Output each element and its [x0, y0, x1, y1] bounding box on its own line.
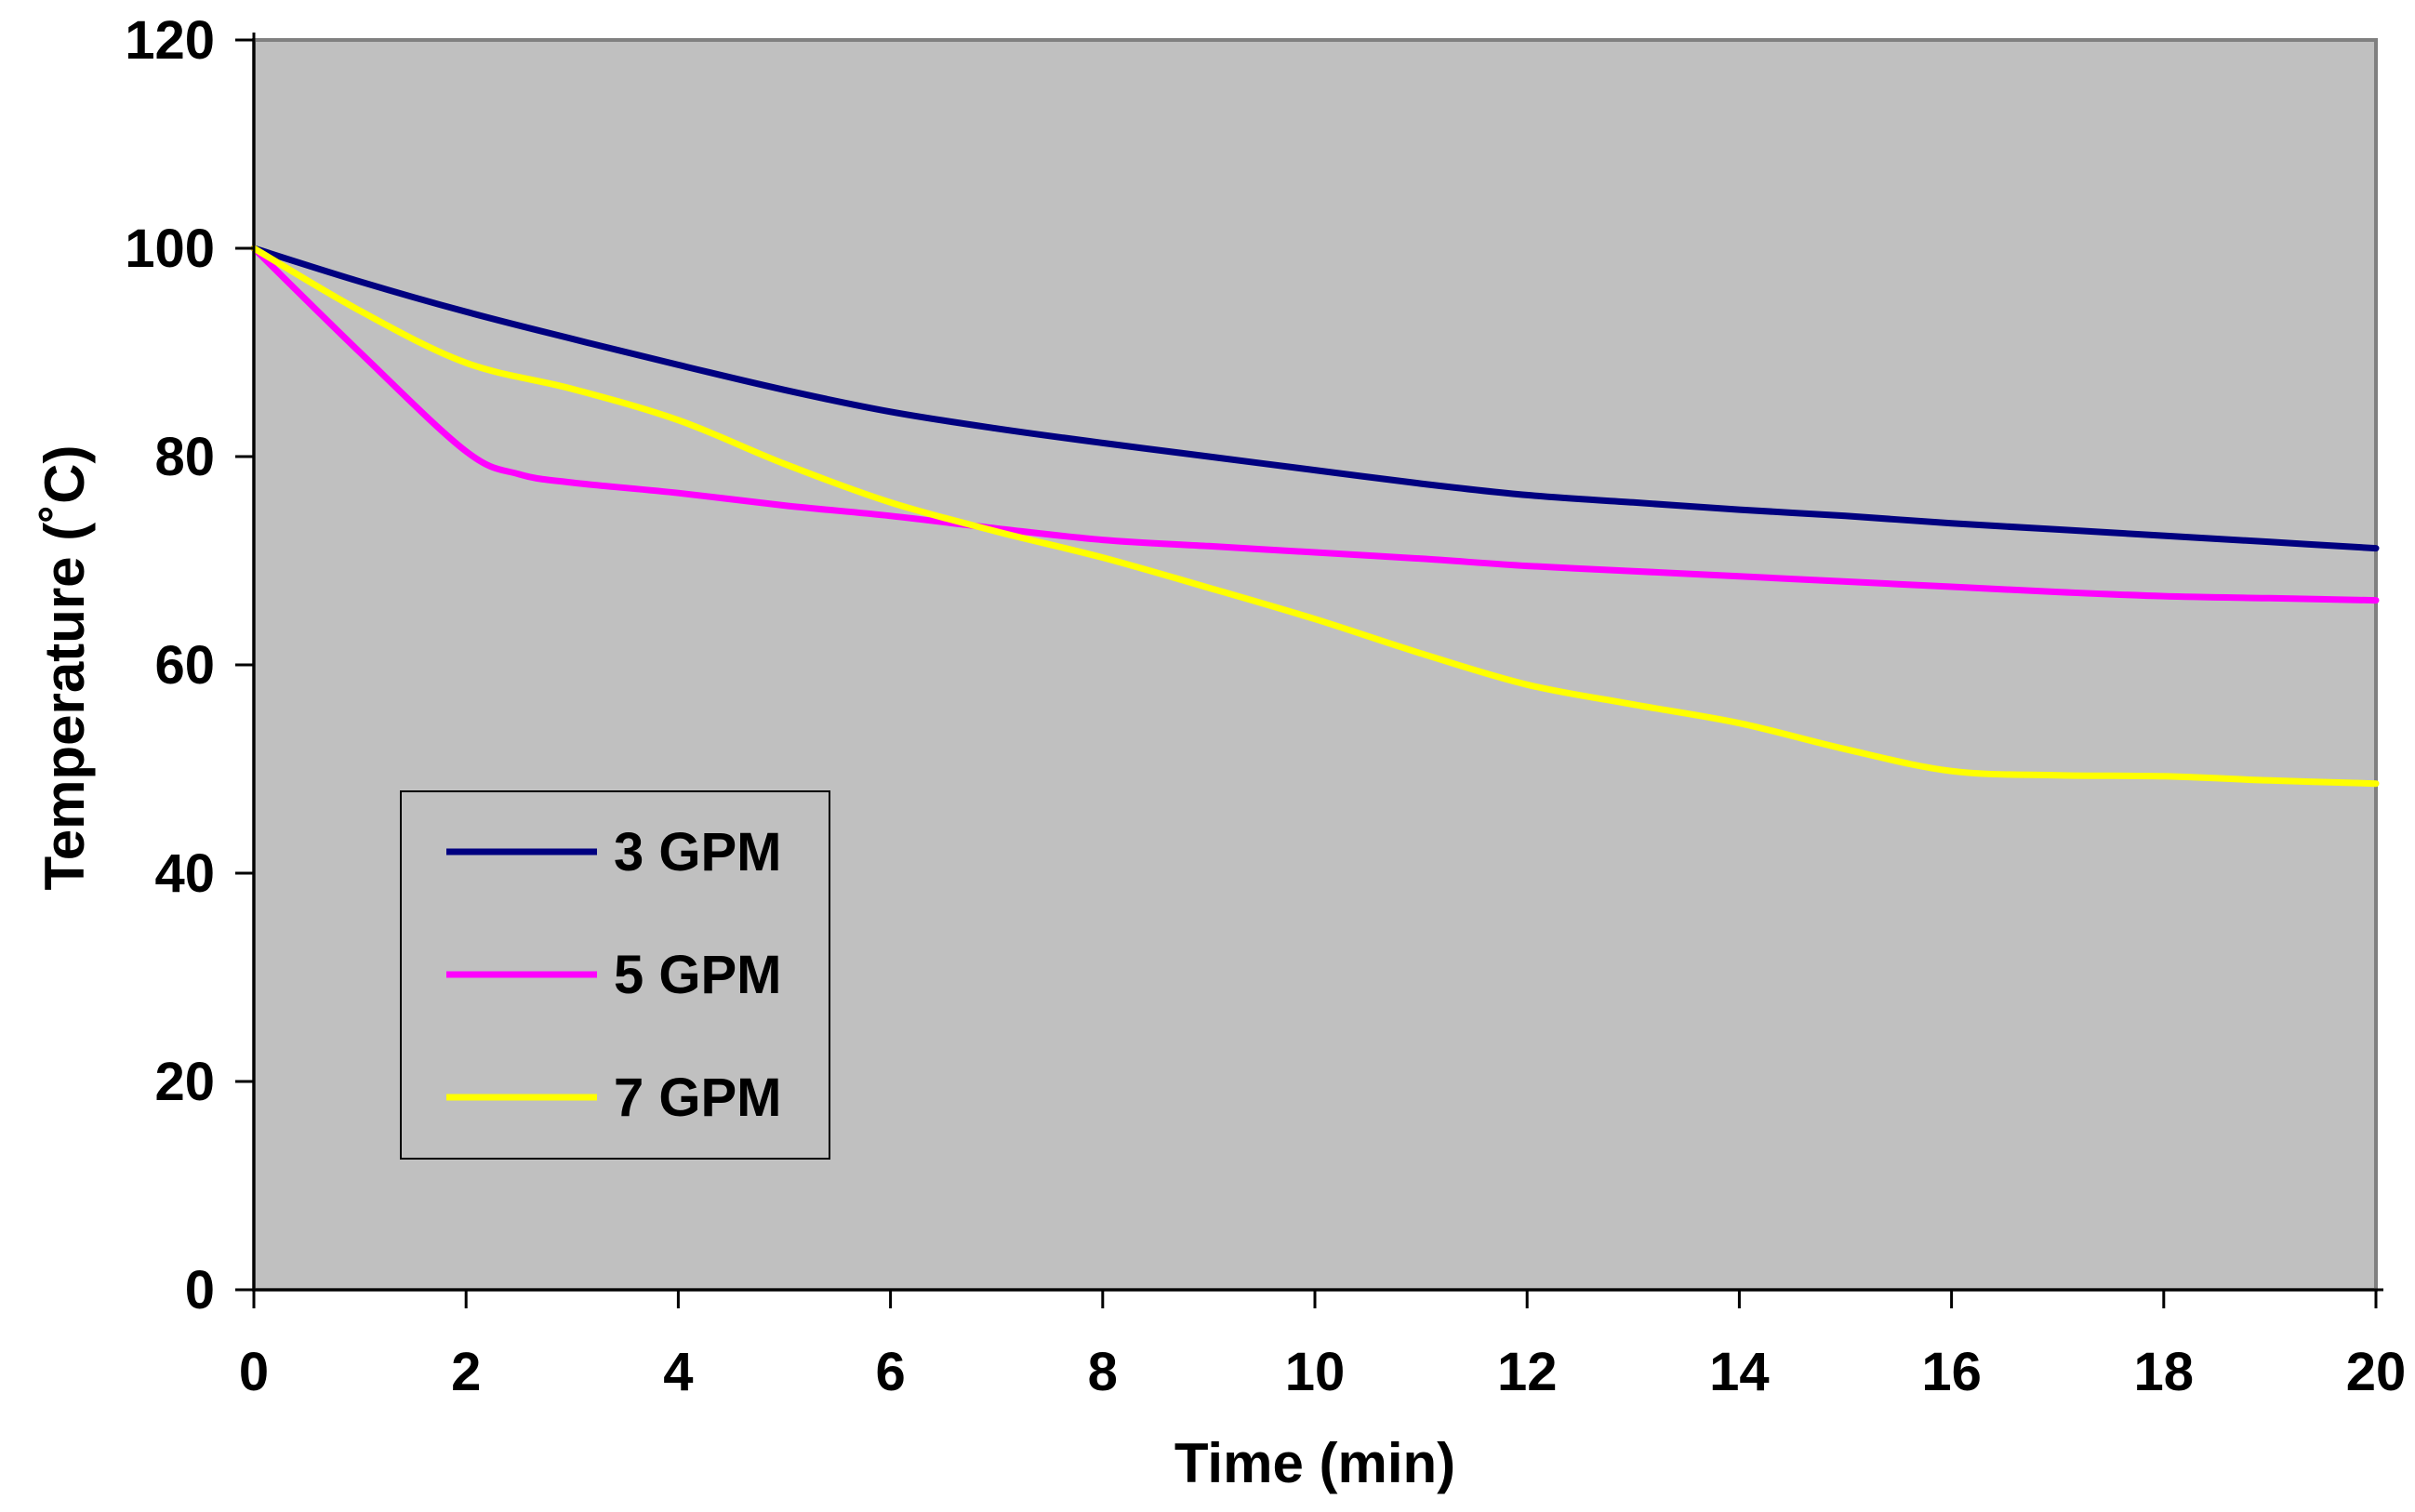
x-tick-label: 4: [663, 1342, 693, 1402]
y-tick-label: 20: [154, 1052, 215, 1112]
x-tick-label: 16: [1921, 1342, 1982, 1402]
series-line-3: [250, 245, 2380, 788]
y-tick-label: 60: [154, 635, 215, 696]
y-axis-title: Temperature (˚C): [33, 445, 96, 891]
x-axis-title: Time (min): [1174, 1432, 1455, 1494]
x-tick-label: 18: [2134, 1342, 2195, 1402]
y-tick-label: 80: [154, 427, 215, 487]
series-line-2: [250, 245, 2380, 604]
x-tick-label: 10: [1285, 1342, 1346, 1402]
legend: 3 GPM 5 GPM 7 GPM: [400, 790, 830, 1160]
x-tick-label: 8: [1088, 1342, 1118, 1402]
x-tick-label: 20: [2346, 1342, 2407, 1402]
x-tick-label: 6: [875, 1342, 905, 1402]
series-line-1: [250, 245, 2380, 552]
series-layer: [250, 245, 2380, 788]
axes-layer: 0 2 4 6 8 10 12 14 16 18 20 0 20 40 60 80 100 120: [125, 10, 2406, 1402]
y-tick-label: 120: [125, 10, 215, 71]
legend-label-3: 7 GPM: [614, 1068, 782, 1128]
x-tick-label: 2: [451, 1342, 481, 1402]
x-tick-label: 14: [1709, 1342, 1770, 1402]
legend-label-2: 5 GPM: [614, 945, 782, 1005]
y-tick-label: 40: [154, 843, 215, 904]
y-tick-label: 0: [185, 1260, 215, 1320]
legend-label-1: 3 GPM: [614, 822, 782, 882]
x-tick-label: 12: [1497, 1342, 1558, 1402]
x-tick-label: 0: [239, 1342, 269, 1402]
y-tick-label: 100: [125, 219, 215, 279]
